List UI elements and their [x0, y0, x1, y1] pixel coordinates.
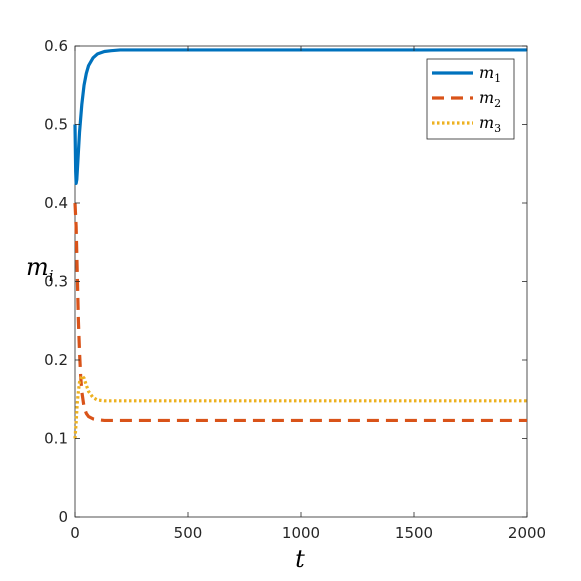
legend-label-subscript: 1 [494, 72, 501, 85]
series-layer [73, 48, 527, 439]
series-line-m2 [73, 202, 527, 423]
series-line-m3 [73, 374, 527, 439]
legend-label-m2: m2 [479, 88, 501, 110]
y-tick-label: 0.1 [44, 430, 68, 448]
y-tick-label: 0.2 [44, 351, 68, 369]
y-axis-label: mi [26, 253, 54, 285]
y-tick-label: 0.3 [44, 273, 68, 291]
y-tick-label: 0 [58, 508, 68, 526]
x-tick-label: 0 [70, 524, 80, 542]
legend-label-subscript: 3 [494, 122, 501, 135]
y-axis-label-base: m [26, 253, 49, 281]
x-tick-label: 2000 [508, 524, 546, 542]
y-axis-label-subscript: i [49, 267, 54, 285]
x-tick-label: 1500 [395, 524, 433, 542]
ticks-layer: 0 500 1000 1500 2000 0 0.1 0.2 0.3 0.4 0.5 0.6 [44, 37, 546, 542]
x-tick-label: 500 [174, 524, 203, 542]
legend-label-m1: m1 [479, 63, 501, 85]
legend-label-m3: m3 [479, 113, 501, 135]
legend-label-base: m [479, 63, 494, 82]
y-tick-label: 0.6 [44, 37, 68, 55]
series-line-m1 [73, 48, 527, 185]
y-tick-label: 0.5 [44, 116, 68, 134]
legend-label-base: m [479, 88, 494, 107]
y-tick-label: 0.4 [44, 194, 68, 212]
x-tick-label: 1000 [282, 524, 320, 542]
legend-label-base: m [479, 113, 494, 132]
legend-label-subscript: 2 [494, 97, 501, 110]
x-axis-label: t [295, 545, 305, 573]
